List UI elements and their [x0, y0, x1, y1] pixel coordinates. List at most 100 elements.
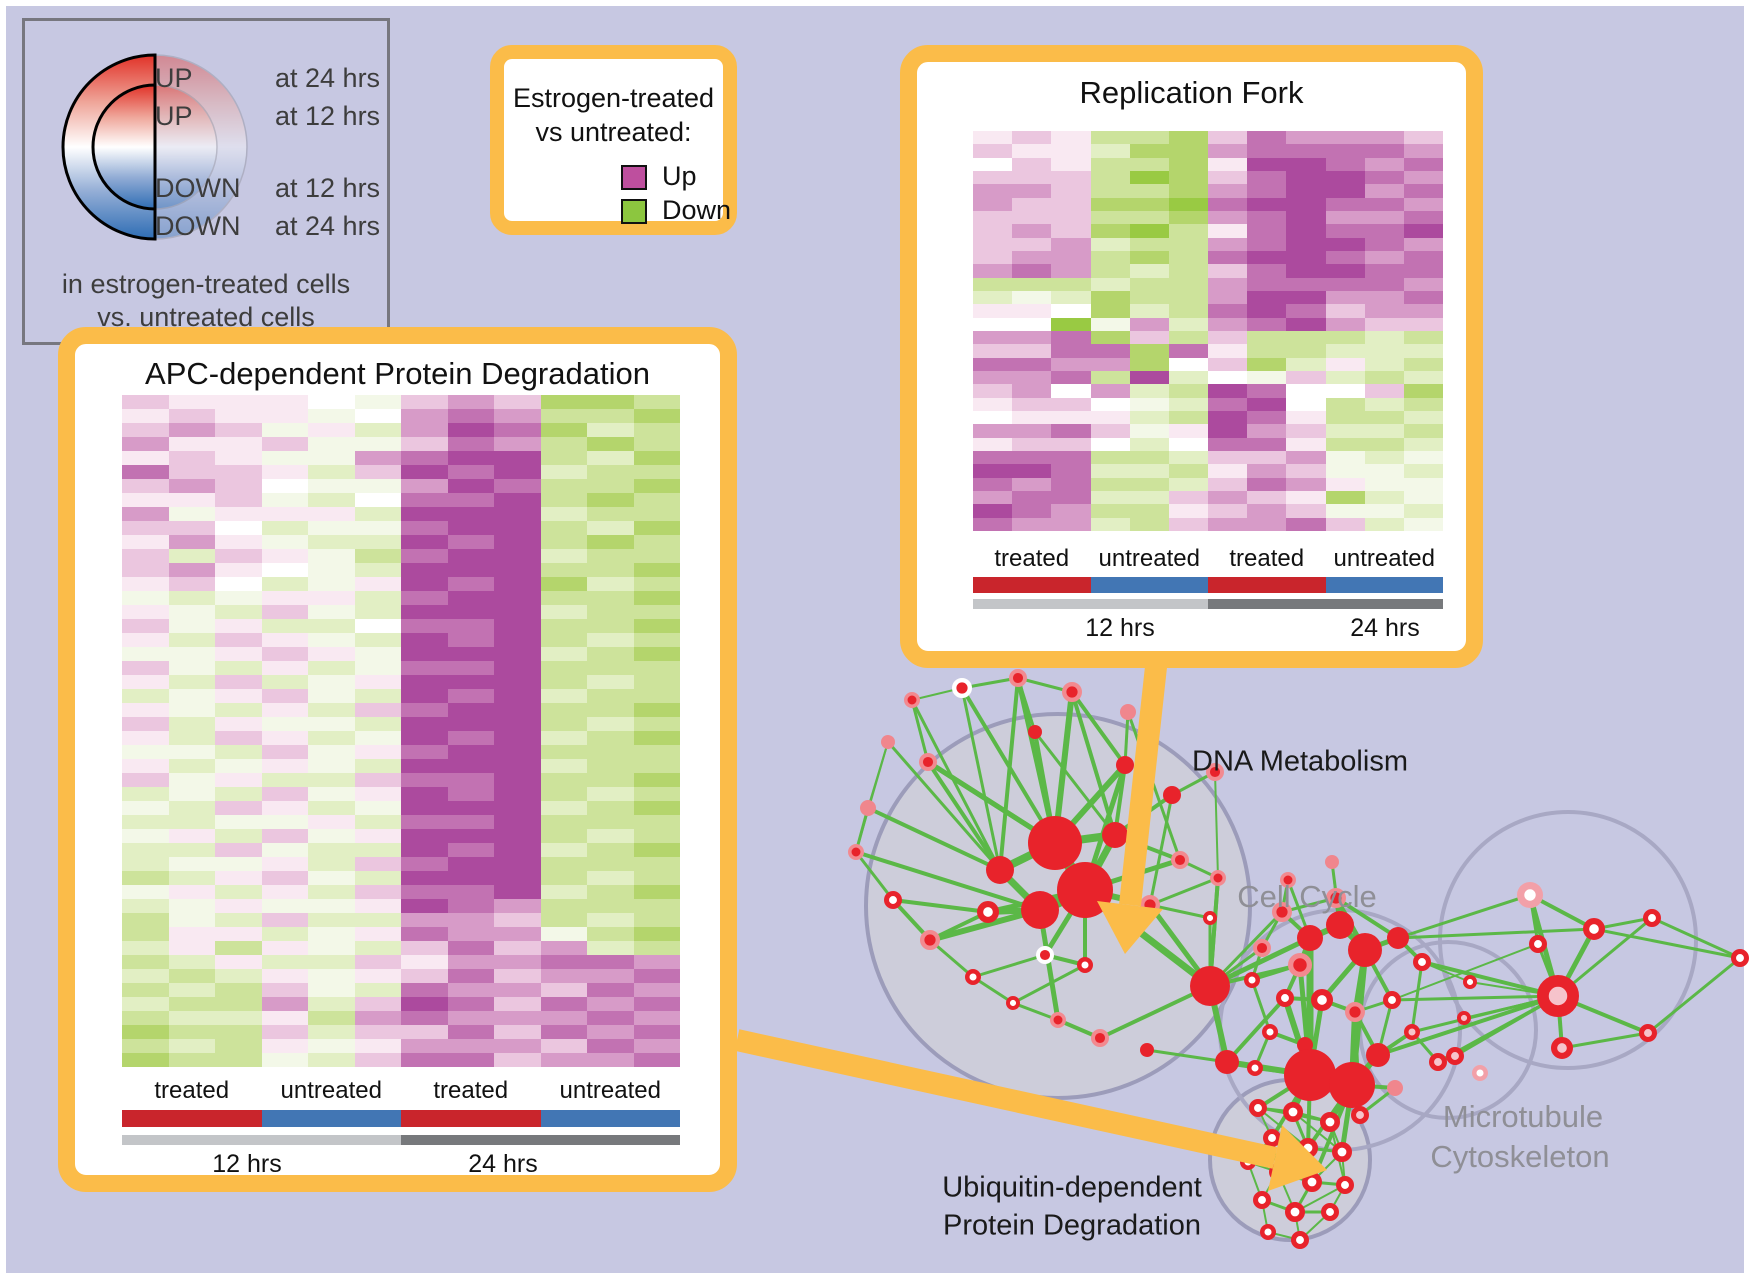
heatmap-cell	[308, 969, 355, 983]
network-node	[1291, 1231, 1310, 1250]
heatmap-cell	[168, 1053, 215, 1067]
heatmap-cell	[587, 717, 634, 731]
heatmap-cell	[973, 277, 1013, 291]
heatmap-cell	[494, 479, 541, 493]
network-edge	[929, 907, 1041, 943]
heatmap-row	[973, 264, 1444, 278]
network-edge	[1149, 876, 1219, 907]
heatmap-cell	[447, 969, 494, 983]
heatmap-cell	[1012, 424, 1052, 438]
heatmap-cell	[308, 395, 355, 409]
network-node	[986, 856, 1014, 884]
heatmap-row	[122, 787, 680, 801]
heatmap-cell	[1129, 224, 1169, 238]
heatmap-cell	[168, 689, 215, 703]
apc-12hrs-label: 12 hrs	[212, 1150, 282, 1178]
heatmap-cell	[447, 493, 494, 507]
heatmap-cell	[447, 423, 494, 437]
heatmap-cell	[447, 661, 494, 675]
heatmap-cell	[122, 689, 169, 703]
heatmap-cell	[308, 927, 355, 941]
heatmap-cell	[494, 801, 541, 815]
heatmap-cell	[1168, 197, 1209, 211]
heatmap-cell	[1012, 344, 1052, 358]
heatmap-cell	[1247, 344, 1287, 358]
heatmap-cell	[1129, 384, 1169, 398]
heatmap-cell	[587, 647, 634, 661]
heatmap-cell	[540, 1025, 587, 1039]
heatmap-row	[122, 857, 680, 871]
heatmap-cell	[401, 857, 448, 871]
heatmap-cell	[1286, 304, 1326, 318]
heatmap-row	[122, 535, 680, 549]
heatmap-cell	[587, 955, 634, 969]
heatmap-cell	[633, 815, 680, 829]
heatmap-cell	[1325, 437, 1365, 451]
bar-24hrs	[401, 1135, 680, 1145]
heatmap-cell	[401, 801, 448, 815]
heatmap-cell	[540, 605, 587, 619]
heatmap-cell	[1129, 157, 1169, 171]
network-node	[1263, 1129, 1282, 1148]
heatmap-cell	[1129, 290, 1169, 305]
heatmap-cell	[1051, 197, 1091, 211]
heatmap-row	[973, 504, 1444, 518]
network-node	[1028, 816, 1082, 870]
heatmap-cell	[354, 829, 401, 843]
heatmap-cell	[1051, 184, 1091, 198]
arrow-rf-to-dna-head	[1097, 901, 1163, 954]
heatmap-cell	[1208, 490, 1248, 505]
heatmap-cell	[1012, 370, 1052, 385]
heatmap-cell	[587, 577, 634, 591]
network-node	[1537, 975, 1580, 1018]
heatmap-cell	[447, 703, 494, 717]
heatmap-cell	[494, 941, 541, 955]
heatmap-cell	[973, 131, 1013, 145]
heatmap-row	[122, 633, 680, 647]
heatmap-cell	[1129, 250, 1169, 265]
heatmap-cell	[1286, 517, 1326, 531]
ring-label-down-outer: DOWN	[155, 211, 241, 241]
heatmap-cell	[354, 577, 401, 591]
heatmap-cell	[494, 885, 541, 899]
network-node	[1731, 949, 1750, 968]
heatmap-cell	[308, 955, 355, 969]
cluster-circle-microtubule-main	[1438, 810, 1698, 1070]
heatmap-cell	[261, 857, 308, 871]
heatmap-cell	[540, 745, 587, 759]
heatmap-cell	[1403, 464, 1444, 478]
heatmap-cell	[308, 843, 355, 857]
heatmap-cell	[494, 605, 541, 619]
heatmap-cell	[215, 1025, 262, 1039]
heatmap-cell	[633, 773, 680, 787]
rf-time-bar	[973, 599, 1443, 609]
heatmap-cell	[308, 1011, 355, 1025]
heatmap-cell	[587, 871, 634, 885]
heatmap-cell	[1090, 317, 1130, 331]
heatmap-cell	[1012, 277, 1052, 291]
heatmap-cell	[633, 955, 680, 969]
heatmap-cell	[1051, 424, 1091, 438]
heatmap-cell	[215, 451, 262, 465]
heatmap-cell	[308, 465, 355, 479]
heatmap-cell	[401, 661, 448, 675]
heatmap-row	[122, 717, 680, 731]
heatmap-cell	[1012, 517, 1052, 531]
heatmap-cell	[494, 395, 541, 409]
heatmap-cell	[1325, 410, 1365, 425]
network-edge	[854, 851, 895, 901]
heatmap-cell	[1403, 237, 1444, 251]
network-edge	[892, 898, 989, 914]
treated-bar	[401, 1110, 541, 1127]
heatmap-cell	[1051, 131, 1091, 145]
replication-fork-panel: Replication Fork treated untreated treated…	[900, 45, 1483, 668]
heatmap-cell	[168, 1039, 215, 1053]
heatmap-cell	[261, 1011, 308, 1025]
heatmap-cell	[261, 899, 308, 913]
heatmap-cell	[1403, 210, 1444, 225]
heatmap-cell	[261, 1025, 308, 1039]
network-node	[1271, 902, 1292, 923]
heatmap-cell	[587, 1025, 634, 1039]
heatmap-cell	[540, 703, 587, 717]
heatmap-cell	[401, 815, 448, 829]
